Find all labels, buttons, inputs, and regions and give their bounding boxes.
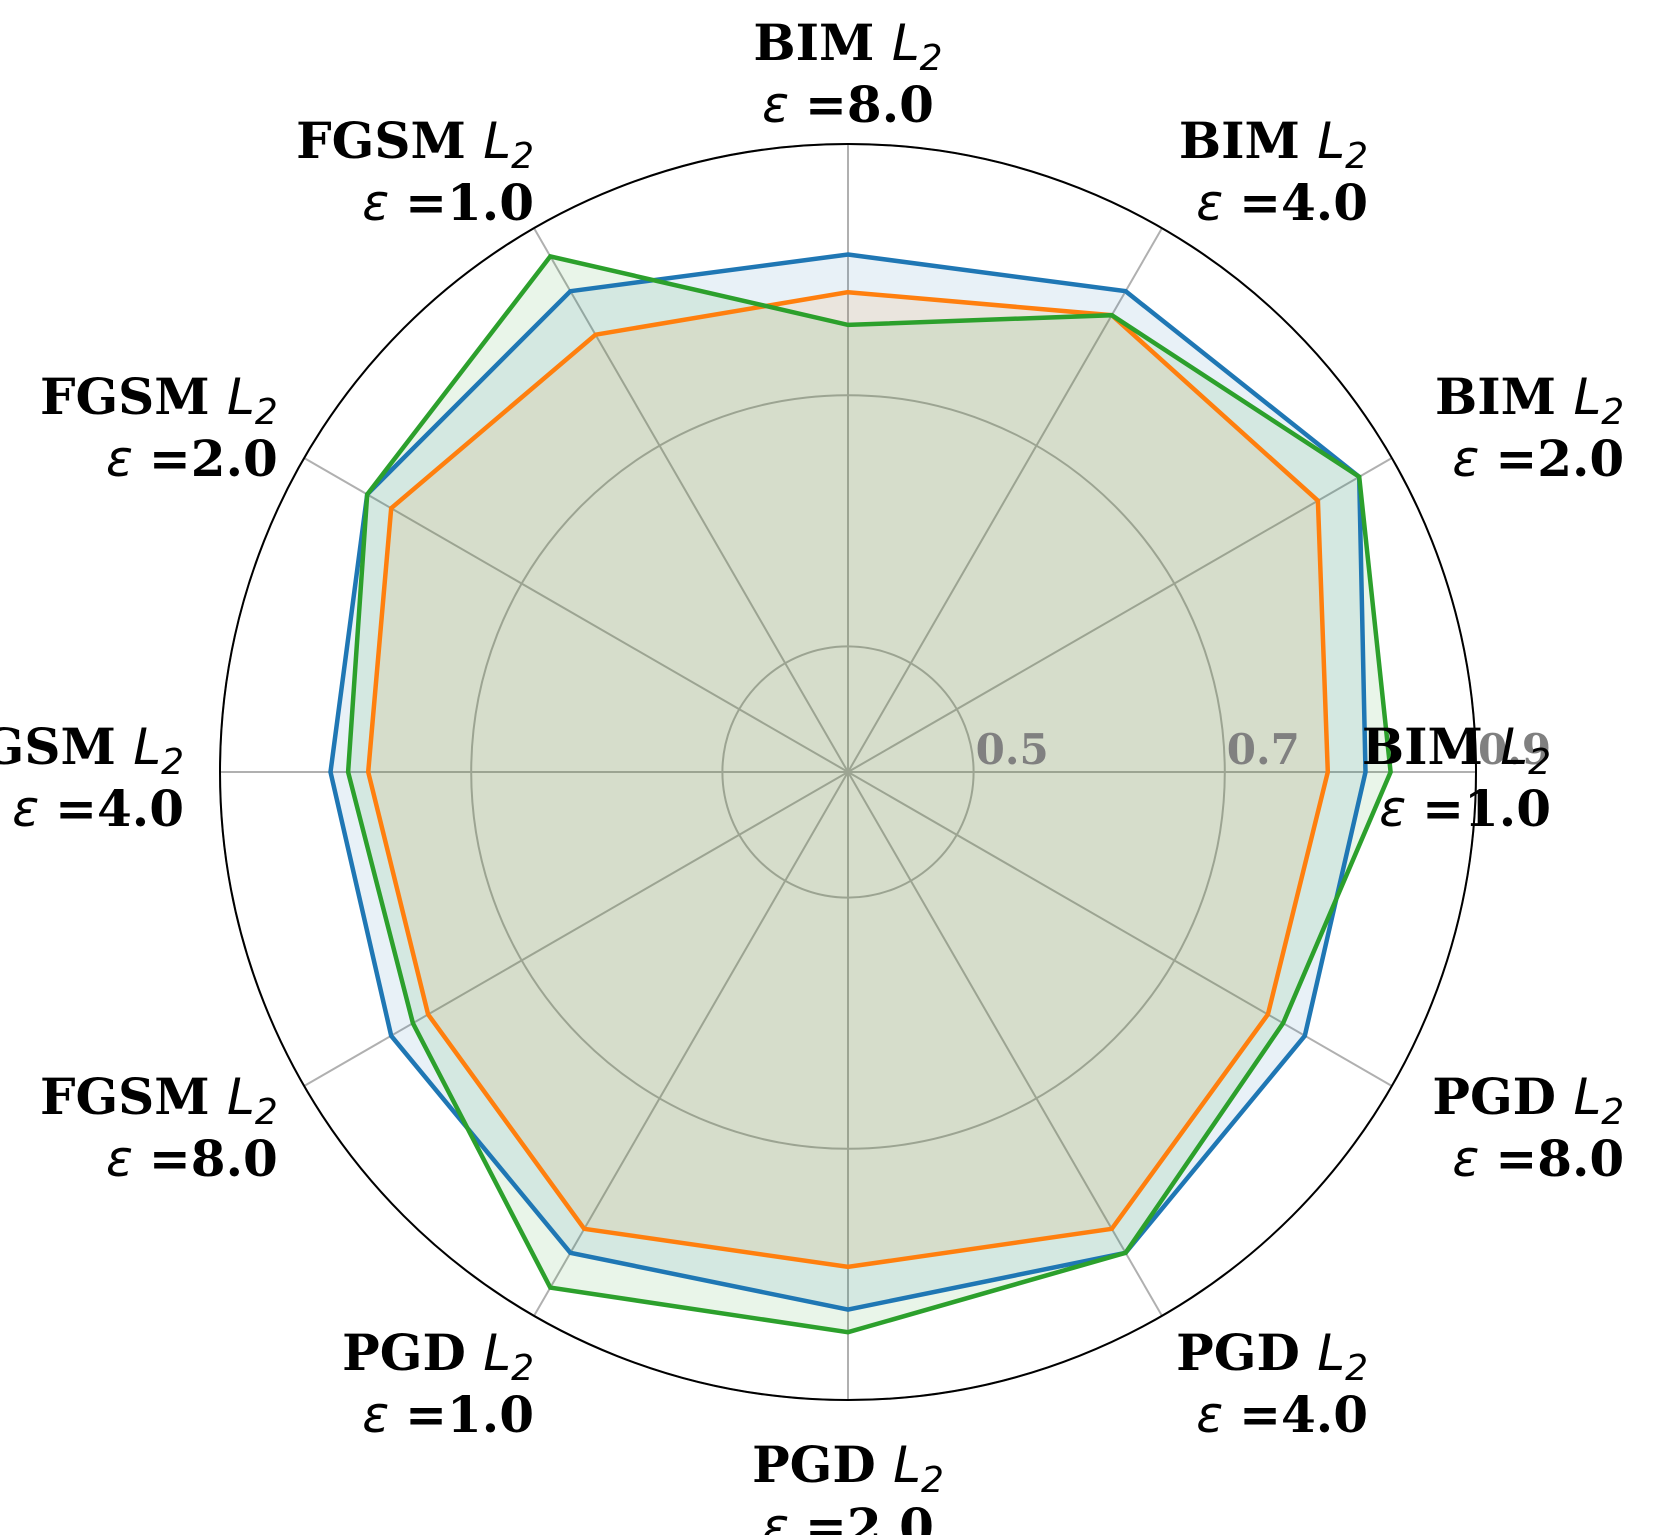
axis-label-method: PGD L2 [752,1435,944,1501]
series-1-fill [330,254,1366,1310]
axis-label-method: PGD L2 [1432,1067,1624,1133]
axis-label-epsilon: ε =8.0 [1452,1129,1624,1188]
axis-label-method: PGD L2 [342,1323,534,1389]
r-tick-label-1: 0.5 [976,725,1049,774]
axis-label-method: FGSM L2 [296,111,534,177]
spoke-3 [847,457,1393,773]
axis-label-method: FGSM L2 [40,1067,278,1133]
radar-series [328,252,1393,1335]
axis-label-epsilon: ε =4.0 [12,779,184,838]
axis-label-epsilon: ε =4.0 [1196,173,1368,232]
axis-label-method: BIM L2 [1362,717,1551,783]
axis-label-method: FGSM L2 [0,717,184,783]
spoke-11 [303,457,849,773]
axis-label-method: FGSM L2 [40,367,278,433]
spoke-6 [847,771,1163,1317]
spoke-5 [847,771,1393,1087]
axis-label-6: PGD L2ε =4.0 [1176,1323,1368,1444]
axis-label-method: PGD L2 [1176,1323,1368,1389]
radar-grid [219,143,1477,1401]
axis-label-epsilon: ε =1.0 [1379,779,1551,838]
axis-label-4: BIM L2ε =1.0 [1362,717,1551,838]
axis-label-epsilon: ε =1.0 [362,1385,534,1444]
axis-label-method: BIM L2 [1179,111,1368,177]
axis-label-epsilon: ε =2.0 [762,1497,934,1535]
axis-label-epsilon: ε =1.0 [362,173,534,232]
axis-label-10: FGSM L2ε =4.0 [0,717,184,838]
outer-frame-circle [219,143,1477,1401]
series-3-fill [348,256,1391,1333]
axis-label-11: FGSM L2ε =2.0 [40,367,278,488]
axis-label-epsilon: ε =8.0 [762,75,934,134]
axis-label-2: BIM L2ε =4.0 [1179,111,1368,232]
axis-label-epsilon: ε =4.0 [1196,1385,1368,1444]
axis-label-3: BIM L2ε =2.0 [1435,367,1624,488]
r-tick-label-2: 0.7 [1227,725,1300,774]
axis-label-1: BIM L2ε =8.0 [753,13,942,134]
axis-label-method: BIM L2 [753,13,942,79]
series-3-line [345,253,1393,1335]
axis-label-epsilon: ε =2.0 [106,429,278,488]
axis-label-epsilon: ε =2.0 [1452,429,1624,488]
axis-label-9: FGSM L2ε =8.0 [40,1067,278,1188]
series-2-line [365,289,1331,1270]
axis-label-7: PGD L2ε =2.0 [752,1435,944,1535]
spoke-9 [303,771,849,1087]
r-tick-label-3: 0.9 [1478,725,1551,774]
axis-label-epsilon: ε =8.0 [106,1129,278,1188]
axis-label-method: BIM L2 [1435,367,1624,433]
axis-label-8: PGD L2ε =1.0 [342,1323,534,1444]
spoke-2 [847,227,1163,773]
axis-label-5: PGD L2ε =8.0 [1432,1067,1624,1188]
spoke-8 [533,771,849,1317]
series-2-fill [368,292,1328,1267]
radial-tick-labels: 0.5 0.7 0.9 [976,725,1551,774]
axis-label-12: FGSM L2ε =1.0 [296,111,534,232]
spoke-12 [533,227,849,773]
